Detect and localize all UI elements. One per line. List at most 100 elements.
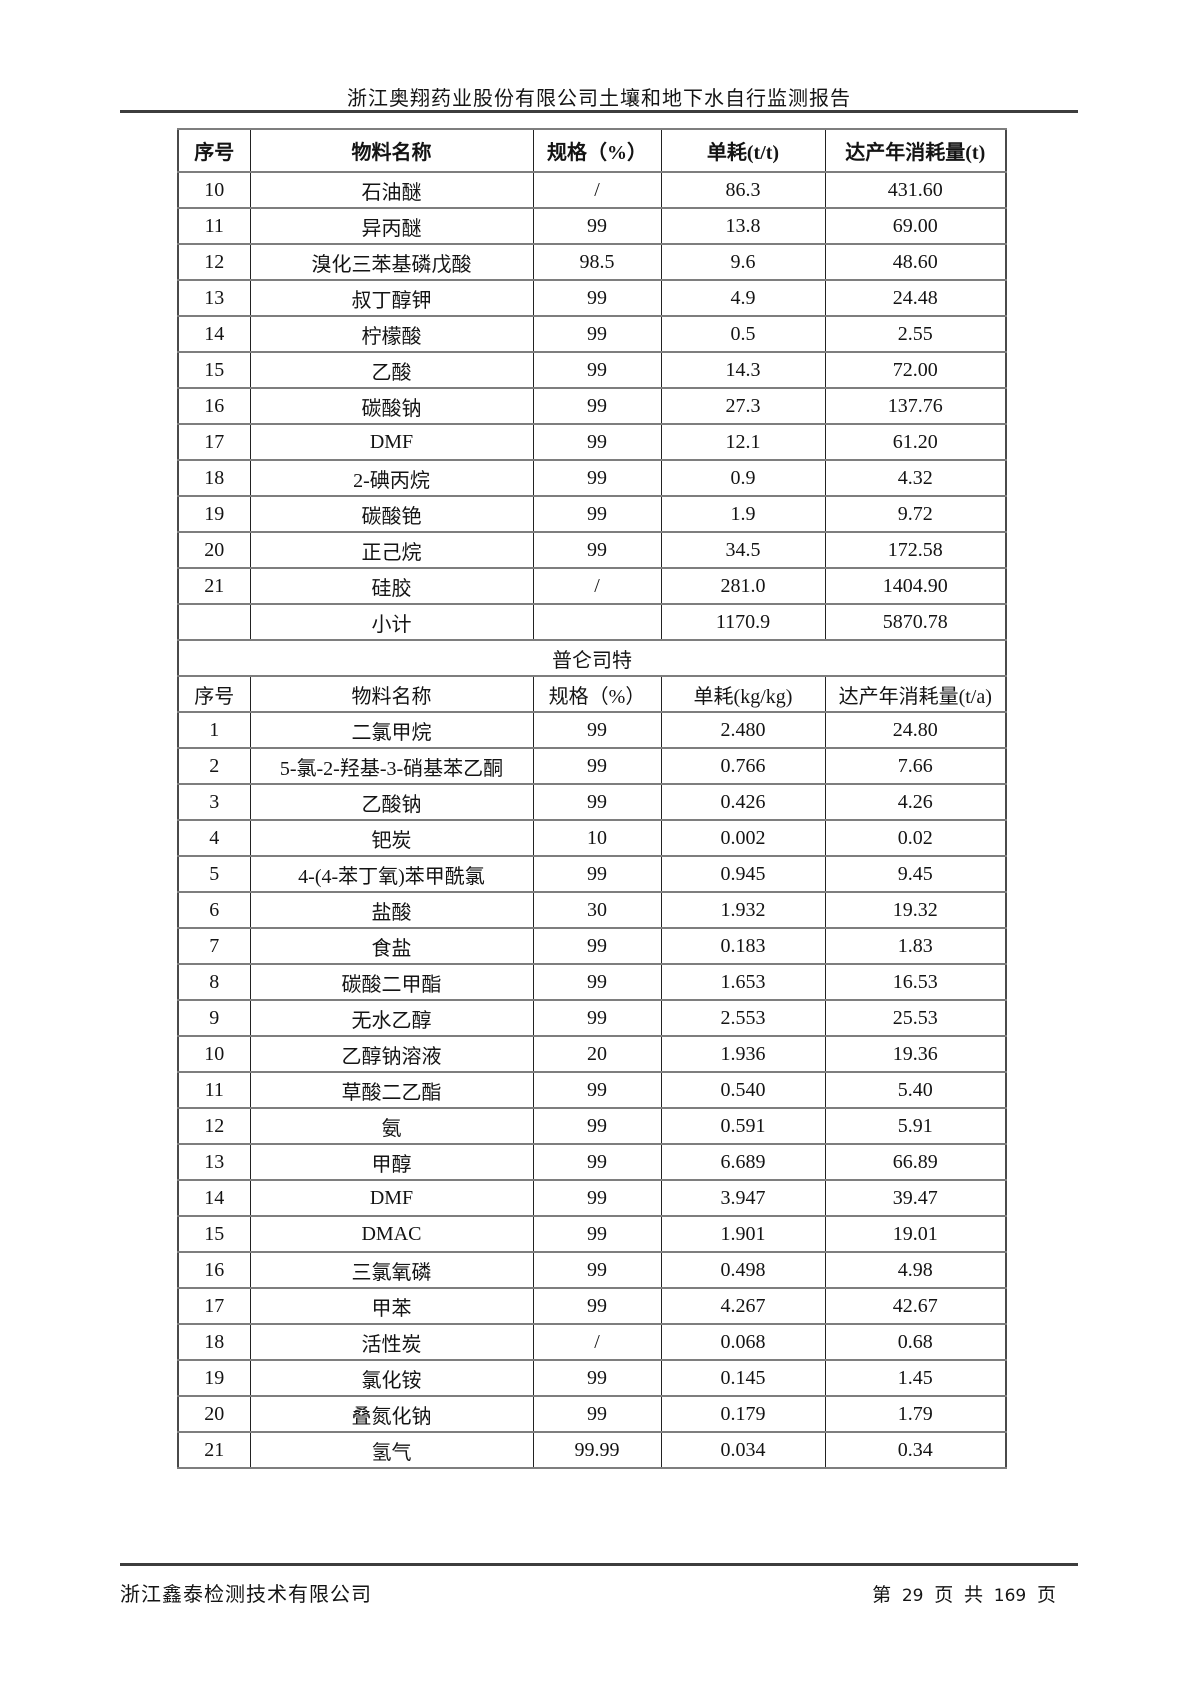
table-cell: 17 <box>177 423 251 461</box>
table-cell: 99.99 <box>532 1431 662 1469</box>
table-cell: 9.45 <box>824 855 1007 893</box>
table-cell: 21 <box>177 1431 251 1469</box>
table-row: 14 柠檬酸 99 0.5 2.55 <box>177 315 1007 353</box>
table-cell: 7.66 <box>824 747 1007 785</box>
table-cell: 86.3 <box>660 171 826 209</box>
table-row: 14 DMF 99 3.947 39.47 <box>177 1179 1007 1217</box>
table-cell: 0.426 <box>660 783 826 821</box>
table-cell: 达产年消耗量(t/a) <box>824 675 1007 713</box>
table-cell: 5-氯-2-羟基-3-硝基苯乙酮 <box>249 747 534 785</box>
table-cell: 10 <box>532 819 662 857</box>
table-cell: DMF <box>249 1179 534 1217</box>
table-cell: 99 <box>532 711 662 749</box>
table-row: 20 正己烷 99 34.5 172.58 <box>177 531 1007 569</box>
table-row: 17 DMF 99 12.1 61.20 <box>177 423 1007 461</box>
table-cell: 99 <box>532 351 662 389</box>
table-cell: 12 <box>177 1107 251 1145</box>
table-cell: 99 <box>532 459 662 497</box>
table-cell: 5.91 <box>824 1107 1007 1145</box>
materials-consumption-table: 序号 物料名称 规格（%） 单耗(t/t) 达产年消耗量(t) 10 石油醚/86.3 43… <box>177 128 1007 1469</box>
column-header: 单耗(t/t) <box>660 128 826 173</box>
subtotal-row: 小计 1170.9 5870.78 <box>177 603 1007 641</box>
table-row: 13 甲醇 99 6.689 66.89 <box>177 1143 1007 1181</box>
table-cell: 431.60 <box>824 171 1007 209</box>
table-cell: 氢气 <box>249 1431 534 1469</box>
table-row: 3 乙酸钠 99 0.426 4.26 <box>177 783 1007 821</box>
table-row: 2 5-氯-2-羟基-3-硝基苯乙酮 99 0.766 7.66 <box>177 747 1007 785</box>
table-cell: 20 <box>177 1395 251 1433</box>
table-row: 10 乙醇钠溶液 20 1.936 19.36 <box>177 1035 1007 1073</box>
table-cell: 6.689 <box>660 1143 826 1181</box>
page-title: 浙江奥翔药业股份有限公司土壤和地下水自行监测报告 <box>347 88 851 110</box>
table-cell: 99 <box>532 1215 662 1253</box>
table-cell: 5 <box>177 855 251 893</box>
column-header: 序号 <box>177 128 251 173</box>
table-cell: 11 <box>177 207 251 245</box>
table-cell: 34.5 <box>660 531 826 569</box>
table-cell: 99 <box>532 315 662 353</box>
table-row: 16 三氯氧磷 99 0.498 4.98 <box>177 1251 1007 1289</box>
table-row: 21 硅胶/281.0 1404.90 <box>177 567 1007 605</box>
table-cell: 0.34 <box>824 1431 1007 1469</box>
table-cell: 食盐 <box>249 927 534 965</box>
table-cell: 正己烷 <box>249 531 534 569</box>
table-cell: 1 <box>177 711 251 749</box>
table-cell: 17 <box>177 1287 251 1325</box>
table-cell: 99 <box>532 1179 662 1217</box>
table2-header-row: 序号 物料名称 规格（%） 单耗(kg/kg) 达产年消耗量(t/a) <box>177 675 1007 713</box>
table-cell: 乙醇钠溶液 <box>249 1035 534 1073</box>
table-cell: 14 <box>177 315 251 353</box>
table-cell: 1.45 <box>824 1359 1007 1397</box>
table-cell: 24.80 <box>824 711 1007 749</box>
table-cell: 5.40 <box>824 1071 1007 1109</box>
table-cell: 异丙醚 <box>249 207 534 245</box>
table-cell <box>177 603 251 641</box>
table-row: 17 甲苯 99 4.267 42.67 <box>177 1287 1007 1325</box>
table-row: 15 乙酸 99 14.3 72.00 <box>177 351 1007 389</box>
table-row: 5 4-(4-苯丁氧)苯甲酰氯 99 0.945 9.45 <box>177 855 1007 893</box>
table-row: 12 氨 99 0.591 5.91 <box>177 1107 1007 1145</box>
table-cell: 1404.90 <box>824 567 1007 605</box>
table-cell: 小计 <box>249 603 534 641</box>
table-cell: 0.540 <box>660 1071 826 1109</box>
table-cell: 98.5 <box>532 243 662 281</box>
column-header: 规格（%） <box>532 128 662 173</box>
table-cell: 99 <box>532 927 662 965</box>
table-row: 19 碳酸铯 99 1.9 9.72 <box>177 495 1007 533</box>
table-row: 16 碳酸钠 99 27.3 137.76 <box>177 387 1007 425</box>
table-cell: 48.60 <box>824 243 1007 281</box>
table-cell: 12 <box>177 243 251 281</box>
table-cell: 3.947 <box>660 1179 826 1217</box>
table-row: 7 食盐 99 0.183 1.83 <box>177 927 1007 965</box>
section-title: 普仑司特 <box>177 639 1007 677</box>
table-cell: 0.498 <box>660 1251 826 1289</box>
table-row: 1 二氯甲烷 99 2.480 24.80 <box>177 711 1007 749</box>
table-cell: 2.553 <box>660 999 826 1037</box>
table-cell: 石油醚 <box>249 171 534 209</box>
table1-body: 10 石油醚/86.3 431.60 11 异丙醚 99 13.8 69.00 12 溴化三苯基磷… <box>177 171 1007 605</box>
table-cell: 27.3 <box>660 387 826 425</box>
table-cell: 4.9 <box>660 279 826 317</box>
table-row: 8 碳酸二甲酯 99 1.653 16.53 <box>177 963 1007 1001</box>
table-cell: 281.0 <box>660 567 826 605</box>
table-cell: 137.76 <box>824 387 1007 425</box>
table-cell: 10 <box>177 171 251 209</box>
table-cell: 19.36 <box>824 1035 1007 1073</box>
table-cell: 钯炭 <box>249 819 534 857</box>
table-cell: 24.48 <box>824 279 1007 317</box>
table-cell: 0.002 <box>660 819 826 857</box>
table-row: 11 异丙醚 99 13.8 69.00 <box>177 207 1007 245</box>
table-cell: 11 <box>177 1071 251 1109</box>
table-cell: 99 <box>532 531 662 569</box>
table-cell: 99 <box>532 1251 662 1289</box>
table-row: 10 石油醚/86.3 431.60 <box>177 171 1007 209</box>
table1-header-row: 序号 物料名称 规格（%） 单耗(t/t) 达产年消耗量(t) <box>177 128 1007 173</box>
table-cell: 99 <box>532 387 662 425</box>
table-cell: 1.9 <box>660 495 826 533</box>
table-cell: 1.79 <box>824 1395 1007 1433</box>
table-cell: 42.67 <box>824 1287 1007 1325</box>
table-cell: 乙酸 <box>249 351 534 389</box>
table-cell: 16 <box>177 387 251 425</box>
table-cell: 99 <box>532 1107 662 1145</box>
table-cell: 20 <box>177 531 251 569</box>
